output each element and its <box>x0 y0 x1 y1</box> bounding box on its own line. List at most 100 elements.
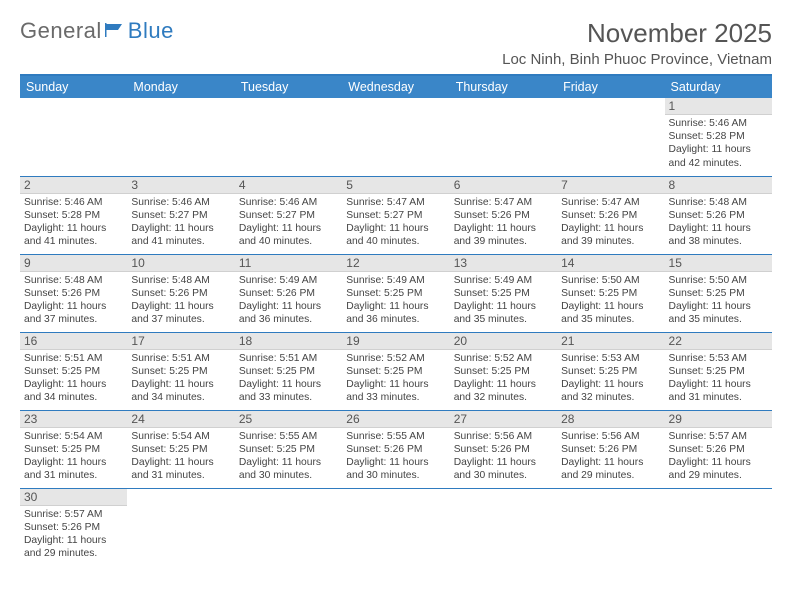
sunset-text: Sunset: 5:26 PM <box>561 443 660 456</box>
sunrise-text: Sunrise: 5:53 AM <box>669 352 768 365</box>
sunset-text: Sunset: 5:26 PM <box>669 209 768 222</box>
calendar-row: 30Sunrise: 5:57 AMSunset: 5:26 PMDayligh… <box>20 488 772 566</box>
calendar-cell-empty <box>557 98 664 176</box>
day-info: Sunrise: 5:55 AMSunset: 5:25 PMDaylight:… <box>235 428 342 486</box>
calendar-cell: 26Sunrise: 5:55 AMSunset: 5:26 PMDayligh… <box>342 410 449 488</box>
day-number: 8 <box>665 177 772 194</box>
sunrise-text: Sunrise: 5:48 AM <box>131 274 230 287</box>
calendar-body: 1Sunrise: 5:46 AMSunset: 5:28 PMDaylight… <box>20 98 772 566</box>
calendar-cell: 1Sunrise: 5:46 AMSunset: 5:28 PMDaylight… <box>665 98 772 176</box>
day-info: Sunrise: 5:53 AMSunset: 5:25 PMDaylight:… <box>665 350 772 408</box>
weekday-header: Wednesday <box>342 76 449 98</box>
sunrise-text: Sunrise: 5:47 AM <box>561 196 660 209</box>
calendar-cell: 5Sunrise: 5:47 AMSunset: 5:27 PMDaylight… <box>342 176 449 254</box>
sunrise-text: Sunrise: 5:51 AM <box>239 352 338 365</box>
daylight-text: Daylight: 11 hours and 32 minutes. <box>454 378 553 404</box>
day-number: 10 <box>127 255 234 272</box>
sunset-text: Sunset: 5:25 PM <box>131 365 230 378</box>
calendar-row: 1Sunrise: 5:46 AMSunset: 5:28 PMDaylight… <box>20 98 772 176</box>
day-info: Sunrise: 5:57 AMSunset: 5:26 PMDaylight:… <box>20 506 127 564</box>
daylight-text: Daylight: 11 hours and 37 minutes. <box>24 300 123 326</box>
calendar-cell: 2Sunrise: 5:46 AMSunset: 5:28 PMDaylight… <box>20 176 127 254</box>
calendar-cell-empty <box>665 488 772 566</box>
sunset-text: Sunset: 5:26 PM <box>454 209 553 222</box>
calendar-cell: 6Sunrise: 5:47 AMSunset: 5:26 PMDaylight… <box>450 176 557 254</box>
daylight-text: Daylight: 11 hours and 33 minutes. <box>239 378 338 404</box>
sunrise-text: Sunrise: 5:52 AM <box>346 352 445 365</box>
sunrise-text: Sunrise: 5:57 AM <box>24 508 123 521</box>
sunset-text: Sunset: 5:26 PM <box>346 443 445 456</box>
day-number: 25 <box>235 411 342 428</box>
sunset-text: Sunset: 5:25 PM <box>239 365 338 378</box>
calendar-cell: 18Sunrise: 5:51 AMSunset: 5:25 PMDayligh… <box>235 332 342 410</box>
daylight-text: Daylight: 11 hours and 42 minutes. <box>669 143 768 169</box>
weekday-header: Thursday <box>450 76 557 98</box>
day-number: 11 <box>235 255 342 272</box>
day-info: Sunrise: 5:54 AMSunset: 5:25 PMDaylight:… <box>127 428 234 486</box>
calendar-cell: 19Sunrise: 5:52 AMSunset: 5:25 PMDayligh… <box>342 332 449 410</box>
sunset-text: Sunset: 5:25 PM <box>454 365 553 378</box>
daylight-text: Daylight: 11 hours and 36 minutes. <box>346 300 445 326</box>
day-number: 6 <box>450 177 557 194</box>
flag-icon <box>104 18 126 44</box>
sunrise-text: Sunrise: 5:49 AM <box>239 274 338 287</box>
sunrise-text: Sunrise: 5:48 AM <box>24 274 123 287</box>
sunset-text: Sunset: 5:25 PM <box>346 287 445 300</box>
day-info: Sunrise: 5:51 AMSunset: 5:25 PMDaylight:… <box>20 350 127 408</box>
sunset-text: Sunset: 5:25 PM <box>561 365 660 378</box>
day-number: 20 <box>450 333 557 350</box>
daylight-text: Daylight: 11 hours and 33 minutes. <box>346 378 445 404</box>
day-info: Sunrise: 5:56 AMSunset: 5:26 PMDaylight:… <box>557 428 664 486</box>
day-number: 21 <box>557 333 664 350</box>
calendar-cell: 14Sunrise: 5:50 AMSunset: 5:25 PMDayligh… <box>557 254 664 332</box>
day-info: Sunrise: 5:57 AMSunset: 5:26 PMDaylight:… <box>665 428 772 486</box>
sunrise-text: Sunrise: 5:55 AM <box>346 430 445 443</box>
day-info: Sunrise: 5:56 AMSunset: 5:26 PMDaylight:… <box>450 428 557 486</box>
sunrise-text: Sunrise: 5:51 AM <box>131 352 230 365</box>
daylight-text: Daylight: 11 hours and 39 minutes. <box>561 222 660 248</box>
sunset-text: Sunset: 5:25 PM <box>669 287 768 300</box>
page-title: November 2025 <box>502 18 772 49</box>
day-number: 22 <box>665 333 772 350</box>
daylight-text: Daylight: 11 hours and 35 minutes. <box>454 300 553 326</box>
sunrise-text: Sunrise: 5:57 AM <box>669 430 768 443</box>
calendar-row: 9Sunrise: 5:48 AMSunset: 5:26 PMDaylight… <box>20 254 772 332</box>
sunrise-text: Sunrise: 5:48 AM <box>669 196 768 209</box>
day-number: 26 <box>342 411 449 428</box>
day-number: 9 <box>20 255 127 272</box>
day-info: Sunrise: 5:55 AMSunset: 5:26 PMDaylight:… <box>342 428 449 486</box>
sunrise-text: Sunrise: 5:46 AM <box>131 196 230 209</box>
title-block: November 2025 Loc Ninh, Binh Phuoc Provi… <box>502 18 772 68</box>
sunrise-text: Sunrise: 5:54 AM <box>24 430 123 443</box>
daylight-text: Daylight: 11 hours and 41 minutes. <box>131 222 230 248</box>
day-info: Sunrise: 5:50 AMSunset: 5:25 PMDaylight:… <box>665 272 772 330</box>
day-number: 12 <box>342 255 449 272</box>
calendar-cell: 3Sunrise: 5:46 AMSunset: 5:27 PMDaylight… <box>127 176 234 254</box>
calendar-cell: 20 Sunrise: 5:52 AMSunset: 5:25 PMDayligh… <box>450 332 557 410</box>
day-info: Sunrise: 5:46 AMSunset: 5:27 PMDaylight:… <box>127 194 234 252</box>
sunset-text: Sunset: 5:25 PM <box>454 287 553 300</box>
day-info: Sunrise: 5:46 AMSunset: 5:27 PMDaylight:… <box>235 194 342 252</box>
daylight-text: Daylight: 11 hours and 36 minutes. <box>239 300 338 326</box>
sunset-text: Sunset: 5:25 PM <box>669 365 768 378</box>
daylight-text: Daylight: 11 hours and 30 minutes. <box>239 456 338 482</box>
location-subtitle: Loc Ninh, Binh Phuoc Province, Vietnam <box>502 51 772 68</box>
daylight-text: Daylight: 11 hours and 30 minutes. <box>346 456 445 482</box>
daylight-text: Daylight: 11 hours and 29 minutes. <box>24 534 123 560</box>
day-info: Sunrise: 5:50 AMSunset: 5:25 PMDaylight:… <box>557 272 664 330</box>
day-info: Sunrise: 5:48 AMSunset: 5:26 PMDaylight:… <box>127 272 234 330</box>
day-info: Sunrise: 5:49 AMSunset: 5:25 PMDaylight:… <box>342 272 449 330</box>
day-number: 28 <box>557 411 664 428</box>
sunset-text: Sunset: 5:25 PM <box>239 443 338 456</box>
calendar-cell: 12Sunrise: 5:49 AMSunset: 5:25 PMDayligh… <box>342 254 449 332</box>
sunrise-text: Sunrise: 5:56 AM <box>561 430 660 443</box>
sunset-text: Sunset: 5:27 PM <box>131 209 230 222</box>
logo: General Blue <box>20 18 174 44</box>
sunrise-text: Sunrise: 5:52 AM <box>454 352 553 365</box>
daylight-text: Daylight: 11 hours and 40 minutes. <box>239 222 338 248</box>
sunset-text: Sunset: 5:27 PM <box>239 209 338 222</box>
day-info: Sunrise: 5:47 AMSunset: 5:26 PMDaylight:… <box>557 194 664 252</box>
sunrise-text: Sunrise: 5:47 AM <box>346 196 445 209</box>
sunset-text: Sunset: 5:28 PM <box>669 130 768 143</box>
weekday-header: Saturday <box>665 76 772 98</box>
